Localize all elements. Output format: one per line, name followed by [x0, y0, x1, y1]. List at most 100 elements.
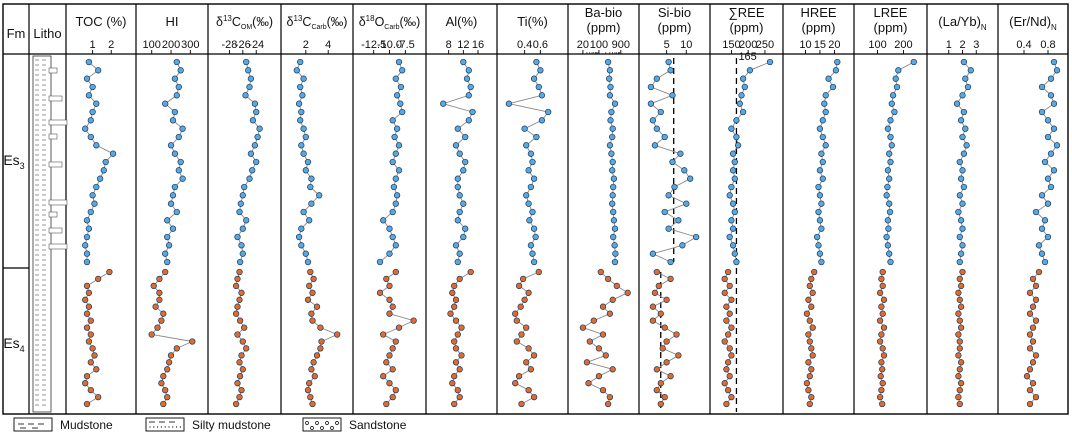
- es3-point: [243, 217, 250, 224]
- panel-unit: (ppm): [874, 20, 908, 35]
- es4-point: [653, 386, 660, 394]
- es3-point: [609, 167, 616, 174]
- es3-point: [530, 75, 538, 82]
- es4-point: [878, 275, 885, 283]
- es4-point: [879, 282, 886, 290]
- legend-dot: [153, 426, 155, 428]
- es4-point: [809, 352, 816, 359]
- es3-point: [1044, 233, 1052, 241]
- es3-point: [956, 158, 963, 166]
- es3-point: [610, 175, 618, 182]
- tick-label: 200: [739, 39, 757, 51]
- es3-point: [746, 67, 754, 74]
- es4-point: [1026, 345, 1034, 352]
- es4-point: [585, 380, 592, 387]
- tick-label: 0.8: [1040, 39, 1055, 51]
- es3-point: [816, 125, 824, 132]
- es3-point: [304, 158, 312, 166]
- es3-point: [653, 125, 660, 132]
- es4-point: [805, 386, 812, 394]
- es4-point: [595, 373, 603, 380]
- es4-point: [87, 359, 94, 366]
- es3-point: [298, 142, 305, 149]
- es3-point: [1038, 250, 1046, 257]
- es3-point: [393, 192, 401, 199]
- es3-point: [957, 217, 965, 224]
- tick-label: 200: [162, 39, 180, 51]
- es4-point: [513, 338, 520, 345]
- es3-point: [829, 83, 837, 91]
- es3-point: [83, 75, 91, 82]
- es4-point: [1029, 338, 1037, 345]
- tick-label: 300: [181, 39, 199, 51]
- es3-point: [893, 83, 901, 91]
- litho-bed: [48, 243, 68, 250]
- es4-point: [955, 352, 962, 359]
- legend-dot: [176, 426, 178, 428]
- es3-point: [739, 75, 747, 82]
- es3-point: [239, 192, 246, 199]
- es3-point: [537, 67, 544, 74]
- panel-o18carb: δ18OCarb(‰) -12.5-10.0-7.5: [355, 14, 424, 408]
- es4-point: [313, 303, 321, 310]
- es4-point: [518, 331, 525, 338]
- es3-point: [910, 58, 917, 66]
- es3-point: [460, 58, 467, 66]
- es3-point: [302, 167, 309, 174]
- figure-frame: Fm Litho Es3 Es4: [2, 3, 1069, 415]
- es3-point: [649, 250, 657, 257]
- es4-point: [663, 296, 670, 303]
- es3-point: [895, 67, 902, 74]
- es3-point: [440, 100, 447, 107]
- es4-point: [386, 310, 393, 317]
- es3-point: [729, 200, 737, 207]
- es4-point: [392, 268, 399, 276]
- panel-title: (Er/Nd)N: [1009, 14, 1057, 32]
- es3-point: [609, 125, 616, 132]
- es3-point: [884, 217, 892, 224]
- es3-point: [456, 250, 463, 257]
- es4-point: [512, 380, 519, 387]
- es3-point: [82, 242, 89, 249]
- es3-point: [83, 233, 91, 241]
- es3-point: [1050, 100, 1058, 107]
- es3-point: [886, 200, 893, 207]
- es3-point: [953, 100, 961, 107]
- es3-point: [454, 183, 461, 191]
- es3-point: [671, 183, 678, 191]
- es3-point: [818, 258, 825, 266]
- es3-point: [164, 217, 171, 224]
- es4-point: [148, 331, 155, 338]
- es3-point: [239, 250, 246, 257]
- es4-point: [806, 282, 813, 290]
- es4-point: [624, 289, 631, 296]
- es4-point: [728, 296, 735, 303]
- panel-ernd: (Er/Nd)N 0.4 0.8: [1000, 14, 1066, 408]
- litho-header: Litho: [33, 26, 61, 41]
- es4-point: [597, 268, 604, 276]
- es3-point: [463, 75, 471, 82]
- es4-point: [238, 352, 245, 359]
- legend: Mudstone Silty mudstone Sandstone: [13, 417, 407, 432]
- es4-point: [599, 303, 607, 310]
- es3-point: [611, 225, 619, 232]
- tick-label: -12.5: [361, 39, 386, 51]
- outer-border: [2, 3, 1069, 415]
- es4-point: [389, 303, 396, 310]
- es4-point: [667, 275, 674, 283]
- es4-point: [530, 352, 538, 359]
- es3-point: [298, 242, 305, 249]
- es3-point: [162, 100, 169, 107]
- panel-toc: TOC (%) 1 2: [68, 14, 134, 408]
- es4-point: [309, 289, 316, 296]
- es3-point: [177, 158, 184, 166]
- es3-point: [251, 142, 259, 149]
- legend-grain: [305, 421, 309, 425]
- es4-point: [957, 282, 965, 290]
- es4-point: [150, 282, 157, 290]
- es4-point: [1026, 400, 1034, 408]
- es4-point: [602, 352, 609, 359]
- panel-title: LREE: [874, 5, 908, 20]
- es4-point: [154, 324, 161, 331]
